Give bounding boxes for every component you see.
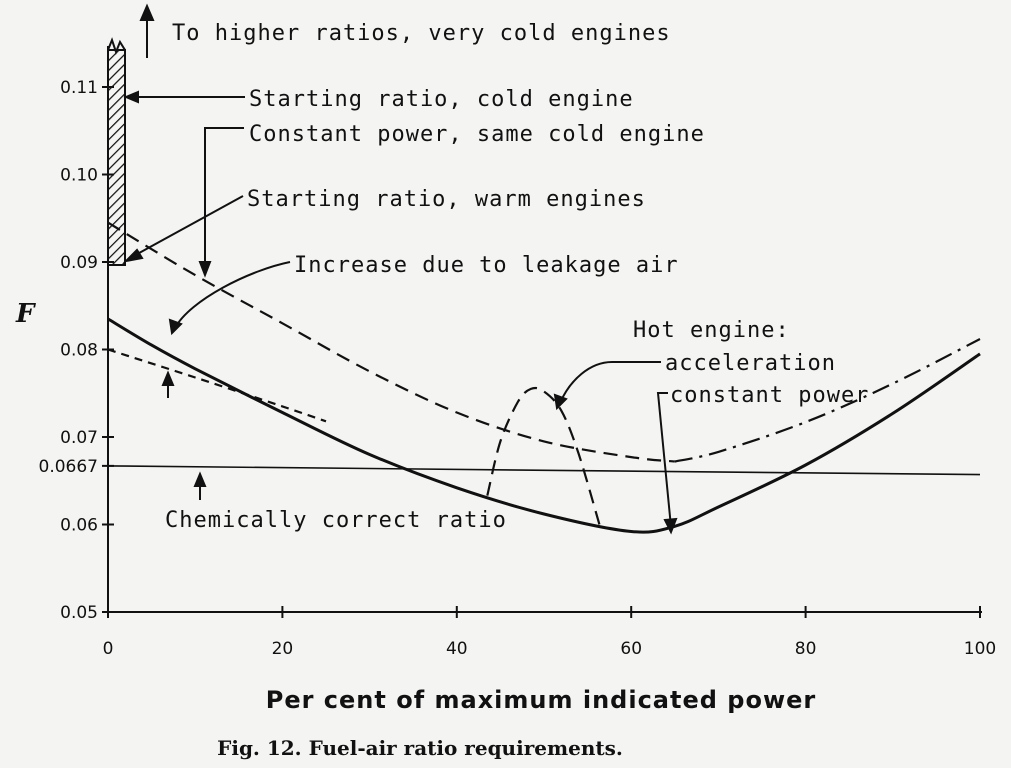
series-acceleration-hump	[486, 386, 602, 530]
start-warm-arrow-head	[123, 248, 144, 263]
annotation-start-cold: Starting ratio, cold engine	[249, 87, 634, 112]
x-tick-label: 80	[795, 639, 817, 659]
series-hot-engine-constant-power	[107, 317, 981, 534]
accel-arrow-head	[553, 393, 568, 411]
annotation-hot-engine: Hot engine:	[633, 318, 790, 343]
const-cold-pointer	[204, 127, 244, 270]
start-warm-pointer	[129, 195, 244, 259]
annotation-higher: To higher ratios, very cold engines	[172, 21, 671, 46]
x-ticks: 0 20 40 60 80 100	[103, 606, 996, 659]
annotation-constant-power: constant power	[670, 383, 869, 408]
annotation-start-warm: Starting ratio, warm engines	[247, 187, 646, 212]
annotation-chem-correct: Chemically correct ratio	[165, 508, 507, 533]
higher-arrow-head	[139, 3, 155, 21]
y-tick-label: 0.11	[60, 78, 98, 98]
y-tick-label: 0.0667	[39, 457, 98, 477]
series-constant-power-same-cold-engine	[107, 221, 675, 463]
constp-pointer	[656, 392, 672, 528]
chem-arrow-head	[193, 471, 207, 487]
const-cold-arrow-head	[198, 261, 212, 278]
leakage-arrow-head	[168, 318, 183, 336]
y-tick-label: 0.10	[60, 166, 98, 186]
series-group	[107, 221, 981, 534]
annotation-leakage: Increase due to leakage air	[294, 253, 679, 278]
band-top-squiggle	[107, 37, 126, 55]
y-ticks: 0.11 0.10 0.09 0.08 0.07 0.0667 0.06 0.05	[39, 78, 114, 623]
annotation-pointers	[123, 3, 678, 535]
x-tick-label: 0	[103, 639, 114, 659]
starting-ratio-cold-band	[107, 49, 126, 266]
y-tick-label: 0.08	[60, 341, 98, 361]
x-tick-label: 20	[272, 639, 294, 659]
figure-caption: Fig. 12. Fuel-air ratio requirements.	[217, 736, 623, 760]
y-tick-label: 0.09	[60, 253, 98, 273]
y-tick-label: 0.07	[60, 428, 98, 448]
leakage-up-arrow-head	[161, 370, 175, 386]
x-tick-label: 40	[446, 639, 468, 659]
leakage-pointer	[174, 261, 291, 329]
series-warm-engine-constant-power-before-leakage-air	[107, 348, 327, 423]
x-tick-label: 60	[620, 639, 642, 659]
constp-arrow-head	[663, 517, 678, 535]
x-axis-title: Per cent of maximum indicated power	[266, 686, 817, 714]
x-tick-label: 100	[964, 639, 996, 659]
y-axis-label: F	[15, 299, 36, 329]
start-cold-arrow-head	[123, 90, 139, 104]
y-tick-label: 0.06	[60, 516, 98, 536]
accel-pointer	[559, 361, 661, 404]
annotation-const-cold: Constant power, same cold engine	[249, 122, 705, 147]
series-chemically-correct-ratio	[107, 465, 981, 476]
y-tick-label: 0.05	[60, 603, 98, 623]
annotation-acceleration: acceleration	[665, 351, 836, 376]
